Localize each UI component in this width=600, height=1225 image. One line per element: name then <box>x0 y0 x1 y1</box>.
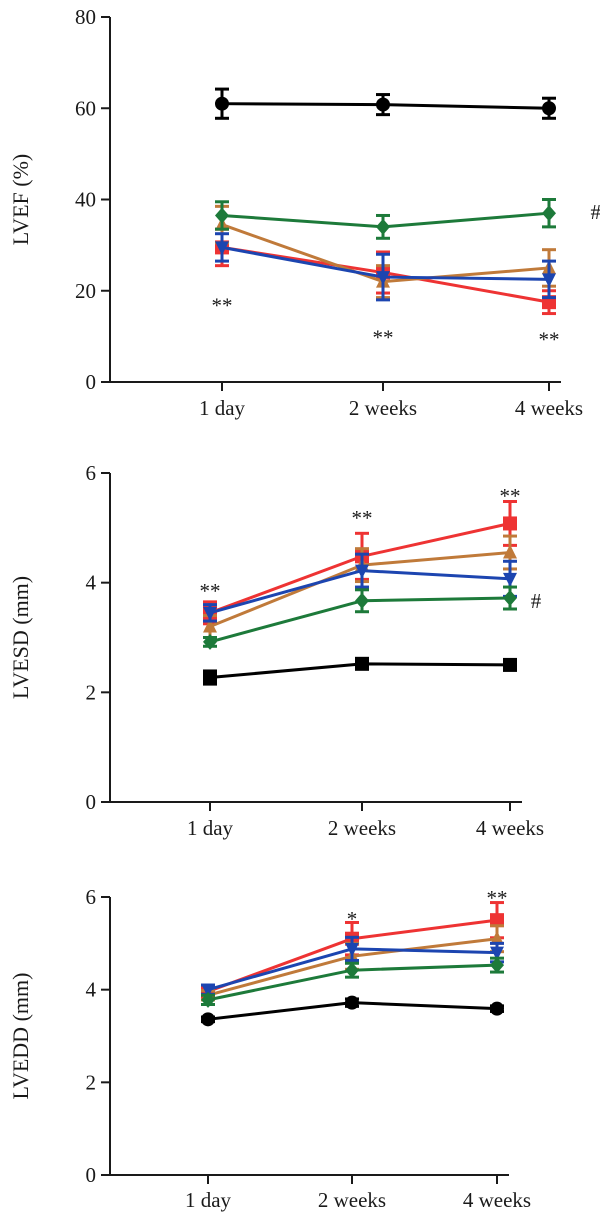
data-point <box>542 205 556 222</box>
chart-panel-2: 0 2 4 6 1 day 2 weeks 4 weeks LVESD (mm) ** ** ** # <box>8 461 544 840</box>
data-point <box>345 995 359 1010</box>
data-point <box>503 590 517 607</box>
y-tick-label: 60 <box>75 96 96 120</box>
y-tick-label: 4 <box>86 978 97 1002</box>
y-tick-label: 80 <box>75 5 96 29</box>
series-1 <box>215 87 556 120</box>
series-4 <box>215 232 556 302</box>
significance-label: ** <box>539 328 560 352</box>
x-tick-label: 2 weeks <box>349 396 417 420</box>
data-point <box>215 96 229 111</box>
data-point <box>503 657 517 672</box>
y-tick-label: 40 <box>75 188 96 212</box>
data-point <box>490 913 504 928</box>
y-tick-label: 0 <box>86 1163 97 1187</box>
x-tick-label: 2 weeks <box>318 1188 386 1212</box>
y-tick-label: 2 <box>86 1070 97 1094</box>
data-point <box>203 633 217 650</box>
data-point <box>503 516 517 531</box>
significance-label: ** <box>352 506 373 530</box>
data-point <box>376 97 390 112</box>
chart-panel-1: 0 20 40 60 80 1 day 2 weeks 4 weeks LVEF (%) ** **… <box>8 5 600 420</box>
series-1 <box>203 656 517 686</box>
series-5 <box>203 585 517 650</box>
data-point <box>345 942 359 957</box>
y-tick-label: 4 <box>86 571 97 595</box>
y-tick-label: 0 <box>86 790 97 814</box>
significance-label: ** <box>200 579 221 603</box>
data-point <box>355 564 369 579</box>
y-tick-label: 6 <box>86 885 97 909</box>
data-point <box>203 618 217 633</box>
x-tick-label: 1 day <box>185 1188 232 1212</box>
significance-label: ** <box>487 886 508 910</box>
data-point <box>201 1012 215 1027</box>
data-point <box>490 957 504 974</box>
significance-label: ## <box>591 200 600 224</box>
data-point <box>203 606 217 621</box>
x-tick-label: 4 weeks <box>463 1188 531 1212</box>
series-1 <box>201 995 504 1027</box>
data-point <box>201 991 215 1008</box>
data-point <box>542 101 556 116</box>
data-point <box>355 656 369 671</box>
significance-label: * <box>347 907 358 931</box>
data-point <box>376 271 390 286</box>
data-point <box>376 218 390 235</box>
x-tick-label: 2 weeks <box>328 816 396 840</box>
x-tick-label: 1 day <box>187 816 234 840</box>
significance-label: ** <box>212 293 233 317</box>
y-tick-label: 20 <box>75 279 96 303</box>
data-point <box>490 1001 504 1016</box>
data-point <box>490 930 504 945</box>
y-axis-title: LVEDD (mm) <box>8 973 33 1100</box>
significance-label: ** <box>500 484 521 508</box>
series-5 <box>201 956 504 1008</box>
data-point <box>215 207 229 224</box>
data-point <box>215 241 229 256</box>
data-point <box>490 946 504 961</box>
y-tick-label: 6 <box>86 461 97 485</box>
data-point <box>203 670 217 685</box>
y-axis-title: LVESD (mm) <box>8 576 33 699</box>
x-tick-label: 4 weeks <box>515 396 583 420</box>
series-line <box>209 569 511 615</box>
x-tick-label: 1 day <box>199 396 246 420</box>
data-point <box>201 983 215 998</box>
data-point <box>503 544 517 559</box>
x-tick-label: 4 weeks <box>476 816 544 840</box>
data-point <box>542 273 556 288</box>
y-tick-label: 0 <box>86 370 97 394</box>
significance-label: # <box>531 589 542 613</box>
data-point <box>503 572 517 587</box>
y-axis-title: LVEF (%) <box>8 154 33 245</box>
y-tick-label: 2 <box>86 680 97 704</box>
series-5 <box>215 198 556 240</box>
data-point <box>355 592 369 609</box>
data-point <box>345 962 359 979</box>
significance-label: ** <box>373 325 394 349</box>
